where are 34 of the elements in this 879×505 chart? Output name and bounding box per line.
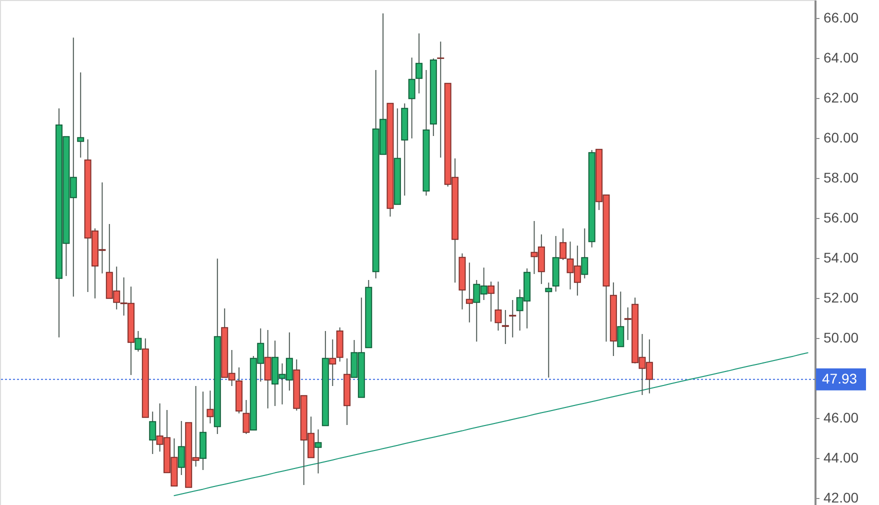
candlestick: [545, 282, 552, 378]
y-tick-label: 66.00: [824, 10, 859, 26]
y-tick-label: 64.00: [824, 50, 859, 66]
candlestick: [509, 300, 516, 338]
y-tick-label: 44.00: [824, 450, 859, 466]
y-tick-label: 62.00: [824, 90, 859, 106]
candlestick: [437, 41, 444, 158]
candlestick: [329, 338, 336, 386]
candlestick: [134, 330, 142, 352]
candlestick: [178, 420, 185, 476]
y-tick-label: 58.00: [824, 170, 859, 186]
y-tick-label: 56.00: [824, 210, 859, 226]
candlestick: [408, 57, 416, 139]
line-series: [174, 352, 808, 496]
candlestick: [416, 32, 423, 94]
y-tick-label: 52.00: [824, 290, 859, 306]
y-tick-label: 54.00: [824, 250, 859, 266]
candlestick: [77, 72, 84, 158]
candlestick: [617, 291, 624, 348]
candlestick: [581, 228, 588, 279]
candlestick: [206, 390, 214, 424]
y-tick-label: 50.00: [824, 330, 859, 346]
candlestick: [494, 281, 502, 332]
candlestick: [149, 411, 156, 454]
candlestick: [488, 281, 495, 322]
candlestick: [264, 330, 272, 409]
candlestick: [502, 310, 509, 344]
y-tick-label: 60.00: [824, 130, 859, 146]
candlestick: [466, 262, 473, 323]
ref-line-label: 47.93: [822, 370, 858, 386]
candlestick: [242, 400, 250, 434]
y-tick-label: 46.00: [824, 410, 859, 426]
y-tick-label: 42.00: [824, 490, 859, 505]
candlestick: [314, 428, 322, 474]
